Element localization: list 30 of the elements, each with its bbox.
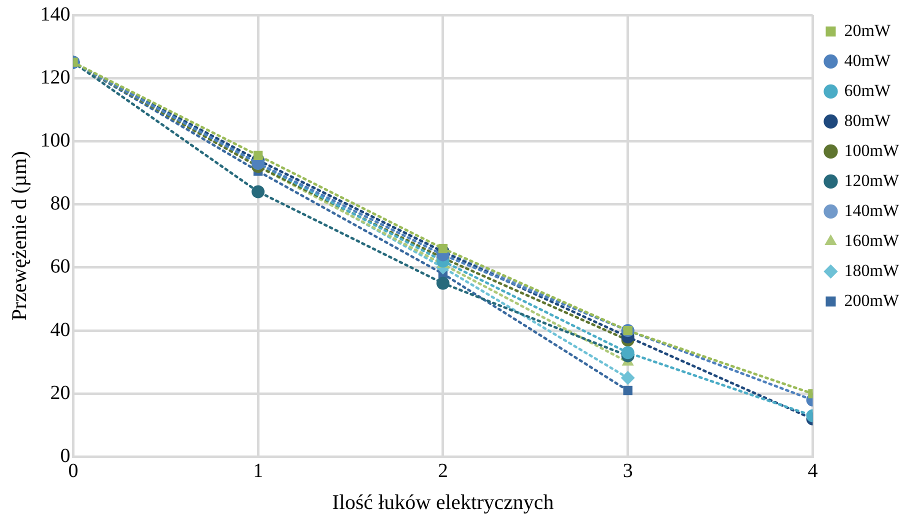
legend-label: 40mW bbox=[844, 50, 892, 70]
x-tick-label: 3 bbox=[622, 460, 633, 482]
y-tick-label: 20 bbox=[50, 382, 70, 404]
x-tick-label: 2 bbox=[438, 460, 448, 482]
y-axis-title: Przewężenie d (µm) bbox=[7, 151, 32, 321]
y-tick-label: 120 bbox=[40, 66, 70, 88]
legend-label: 180mW bbox=[844, 260, 900, 280]
legend-label: 120mW bbox=[844, 170, 900, 190]
legend-label: 100mW bbox=[844, 140, 900, 160]
y-tick-label: 40 bbox=[50, 318, 70, 341]
legend-label: 20mW bbox=[844, 20, 892, 40]
legend-label: 80mW bbox=[844, 110, 892, 130]
y-tick-label: 60 bbox=[50, 256, 70, 278]
point bbox=[438, 244, 448, 254]
point bbox=[623, 386, 632, 396]
legend-label: 60mW bbox=[844, 80, 892, 100]
point bbox=[620, 370, 635, 385]
point bbox=[253, 150, 263, 160]
point bbox=[436, 276, 450, 290]
x-tick-label: 1 bbox=[253, 460, 264, 482]
legend-label: 200mW bbox=[844, 290, 900, 310]
x-tick-label: 4 bbox=[808, 460, 818, 482]
y-tick-label: 80 bbox=[50, 192, 70, 215]
y-tick-label: 140 bbox=[40, 3, 70, 26]
x-axis-title: Ilość łuków elektrycznych bbox=[332, 490, 554, 514]
legend-label: 140mW bbox=[844, 200, 900, 220]
y-tick-label: 100 bbox=[40, 129, 70, 152]
legend-label: 160mW bbox=[844, 230, 900, 250]
point bbox=[252, 185, 265, 198]
y-tick-label: 0 bbox=[60, 445, 70, 468]
